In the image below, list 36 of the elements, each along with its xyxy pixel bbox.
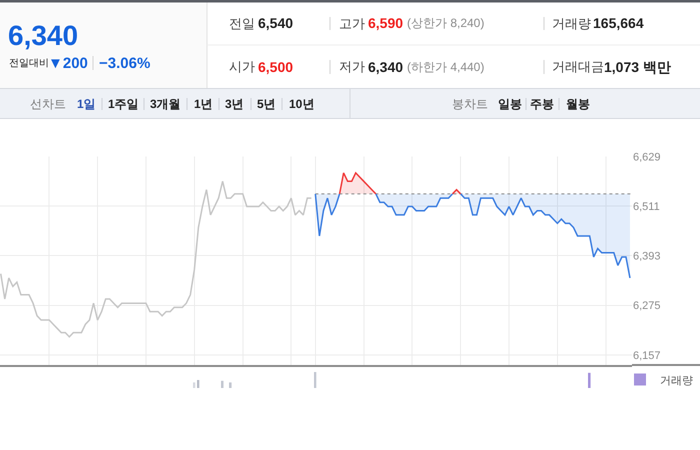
text: 6,340	[8, 20, 78, 51]
text: 1일	[77, 97, 96, 111]
text: ▼200	[48, 55, 88, 72]
text: 10년	[289, 97, 314, 111]
y-tick-label: 6,511	[633, 200, 660, 213]
text: (상한가 8,240)	[407, 16, 484, 30]
text: 일봉	[498, 97, 522, 111]
text: 고가	[339, 16, 365, 31]
y-tick-label: 6,393	[633, 250, 661, 263]
text: 165,664	[593, 15, 644, 31]
text: 6,590	[368, 15, 404, 31]
text: 6,500	[258, 59, 294, 75]
text: 월봉	[566, 97, 590, 111]
text: 1년	[194, 97, 213, 111]
text: 거래량	[552, 16, 591, 31]
text: 6,540	[258, 15, 294, 31]
text: 시가	[229, 59, 255, 74]
text: −3.06%	[99, 55, 150, 72]
text: 3개월	[150, 97, 181, 111]
text: (하한가 4,440)	[407, 60, 484, 74]
text: 주봉	[530, 97, 554, 111]
y-tick-label: 6,629	[633, 151, 661, 164]
legend-label: 거래량	[660, 374, 693, 387]
text: 6,340	[368, 59, 404, 75]
text: 5년	[257, 97, 276, 111]
text: 봉차트	[452, 97, 488, 111]
text: 1주일	[108, 97, 139, 111]
text: 전일	[229, 16, 255, 31]
text: 선차트	[30, 97, 66, 111]
text: 저가	[339, 59, 365, 74]
y-tick-label: 6,157	[633, 350, 661, 362]
y-tick-label: 6,275	[633, 300, 661, 312]
text: 거래대금	[552, 59, 604, 74]
text: 3년	[225, 97, 244, 111]
text: 1,073 백만	[604, 59, 671, 75]
text: 전일대비	[9, 58, 49, 69]
